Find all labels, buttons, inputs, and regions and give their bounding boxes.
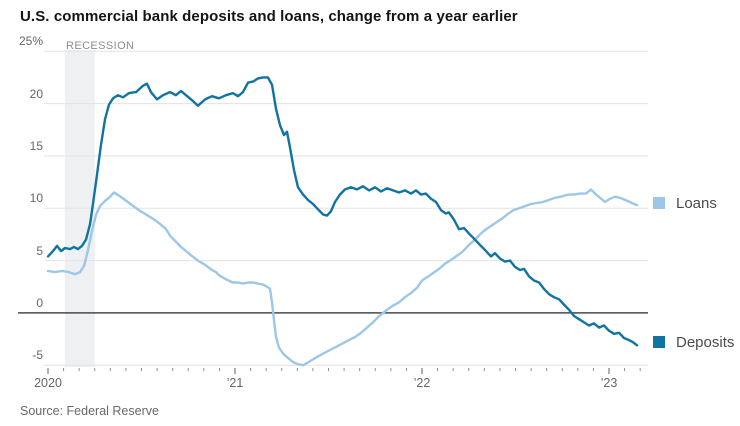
source-note: Source: Federal Reserve (20, 404, 159, 418)
y-tick-label-5: 5 (36, 243, 43, 258)
x-tick-label-2022: ’22 (413, 376, 431, 390)
loans-swatch-icon (653, 197, 665, 209)
recession-label: RECESSION (66, 40, 135, 52)
deposits-line (46, 76, 639, 347)
y-tick-label-25: 25% (18, 34, 43, 49)
loans-line (46, 188, 639, 367)
legend-label-deposits: Deposits (676, 334, 735, 351)
y-tick-label-20: 20 (29, 86, 43, 101)
x-tick-label-2023: ’23 (600, 376, 618, 390)
y-tick-label--5: -5 (32, 348, 43, 363)
chart-title: U.S. commercial bank deposits and loans,… (20, 8, 518, 25)
y-tick-label-0: 0 (36, 295, 43, 310)
y-tick-label-10: 10 (29, 191, 43, 206)
x-tick-label-2021: ’21 (226, 376, 244, 390)
legend-label-loans: Loans (676, 195, 717, 212)
y-tick-label-15: 15 (29, 138, 43, 153)
deposits-swatch-icon (653, 336, 665, 348)
x-tick-label-2020: 2020 (34, 376, 62, 390)
